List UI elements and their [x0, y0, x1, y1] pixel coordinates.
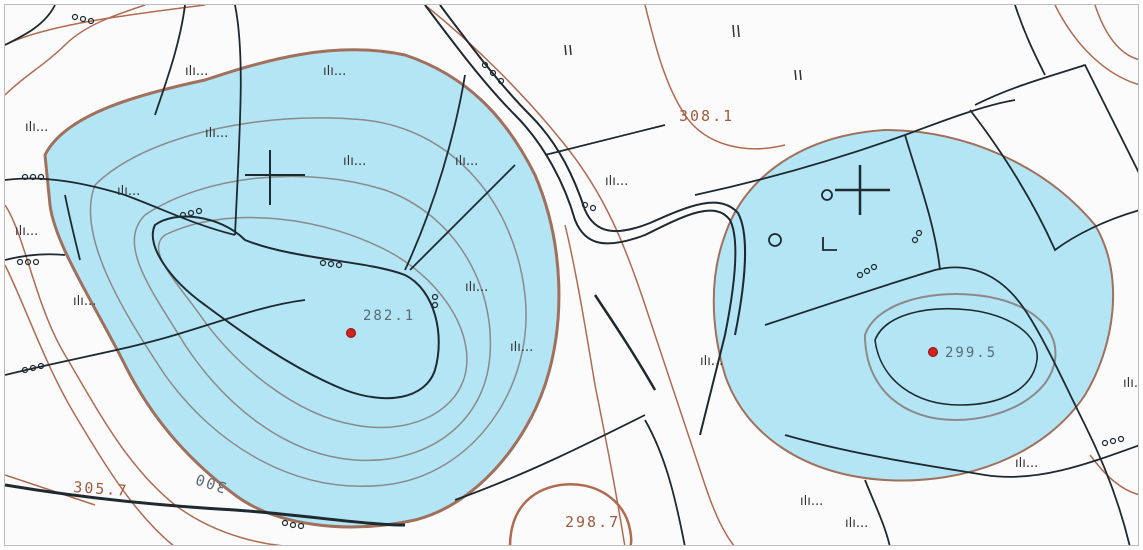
road-edge-north-1	[424, 5, 737, 436]
marsh-symbol: ılı...	[700, 354, 723, 369]
well-symbol	[768, 233, 782, 247]
field-line-19	[64, 194, 81, 261]
marsh-symbols: ılı... ılı... ılı... ılı... ılı... ılı..…	[15, 64, 1139, 531]
contour-brown-10	[1089, 454, 1138, 496]
marsh-symbol: ılı...	[465, 280, 488, 295]
elevation-label-right-depression: 299.5	[945, 345, 997, 361]
elevation-label-top-road: 308.1	[679, 107, 734, 125]
track-southwest	[5, 299, 306, 376]
field-line-1	[234, 5, 242, 236]
marsh-symbol: ılı...	[323, 64, 346, 79]
field-line-2	[154, 5, 186, 116]
contour-brown-3	[5, 204, 283, 545]
contour-ring-right-2	[874, 307, 1038, 406]
marsh-symbol: ılı...	[605, 174, 628, 189]
marsh-symbol: ılı...	[1123, 376, 1139, 391]
contour-ring-left-3	[157, 216, 468, 429]
field-line-20	[593, 294, 657, 391]
contour-brown-knoll	[508, 482, 633, 545]
cross-symbol-left	[245, 150, 305, 205]
contour-brown-4	[5, 264, 174, 545]
field-line-8	[904, 134, 941, 271]
field-line-17	[5, 253, 66, 261]
contour-ring-left-2	[133, 175, 492, 462]
depression-left-low-point	[346, 328, 356, 338]
field-line-16	[864, 479, 891, 545]
marsh-symbol: ılı...	[455, 154, 478, 169]
contour-brown-8	[1054, 5, 1138, 86]
marsh-symbol: ılı...	[73, 294, 96, 309]
field-line-12	[5, 483, 406, 527]
contour-ring-left-4	[151, 215, 440, 400]
contour-ring-right-1	[863, 293, 1057, 422]
contour-brown-11	[5, 474, 96, 506]
grass-ticks	[564, 24, 802, 81]
contour-ring-left-1	[89, 117, 527, 487]
road-edge-north-2	[439, 5, 747, 336]
marsh-symbol: ılı...	[15, 224, 38, 239]
field-line-14	[644, 419, 686, 545]
elevation-label-bottom-left: 305.7	[73, 478, 129, 500]
depression-right-low-point	[928, 347, 938, 357]
map-frame: 282.1 299.5 308.1 305.7 298.7 300 ılı...…	[4, 4, 1139, 546]
field-line-7	[764, 266, 1131, 545]
contour-brown-2	[5, 5, 146, 96]
contour-brown-5	[424, 5, 735, 545]
field-line-9	[969, 109, 1138, 252]
field-line-4	[409, 164, 516, 271]
contour-brown-1	[5, 5, 206, 46]
depression-area-right	[712, 128, 1115, 482]
topographic-map: 282.1 299.5 308.1 305.7 298.7 300 ılı...…	[5, 5, 1139, 545]
marsh-symbol: ılı...	[117, 184, 140, 199]
marsh-symbol: ılı...	[845, 516, 868, 531]
marsh-symbol: ılı...	[25, 120, 48, 135]
elevation-label-left-depression: 282.1	[363, 308, 415, 324]
field-line-6	[694, 99, 1016, 196]
contour-brown-9	[1094, 5, 1138, 61]
hedge-dots	[16, 13, 1125, 530]
depression-area-left	[43, 48, 561, 529]
elevation-label-bottom-center: 298.7	[565, 513, 620, 531]
marsh-symbol: ılı...	[510, 340, 533, 355]
field-line-15	[784, 434, 1138, 478]
field-line-11	[1014, 5, 1046, 76]
field-line-3	[404, 74, 466, 271]
marsh-symbol: ılı...	[1015, 456, 1038, 471]
corner-symbol	[822, 237, 837, 251]
well-symbol-2	[821, 189, 833, 201]
contour-brown-6	[644, 5, 786, 150]
field-line-5	[544, 124, 666, 156]
marsh-symbol: ılı...	[800, 494, 823, 509]
marsh-symbol: ılı...	[343, 154, 366, 169]
marsh-symbol: ılı...	[185, 64, 208, 79]
field-line-10	[974, 63, 1138, 174]
field-line-13	[454, 414, 646, 501]
field-line-18	[5, 5, 56, 46]
contour-brown-7	[564, 224, 626, 545]
cross-symbol-right	[835, 165, 890, 215]
marsh-symbol: ılı...	[205, 126, 228, 141]
